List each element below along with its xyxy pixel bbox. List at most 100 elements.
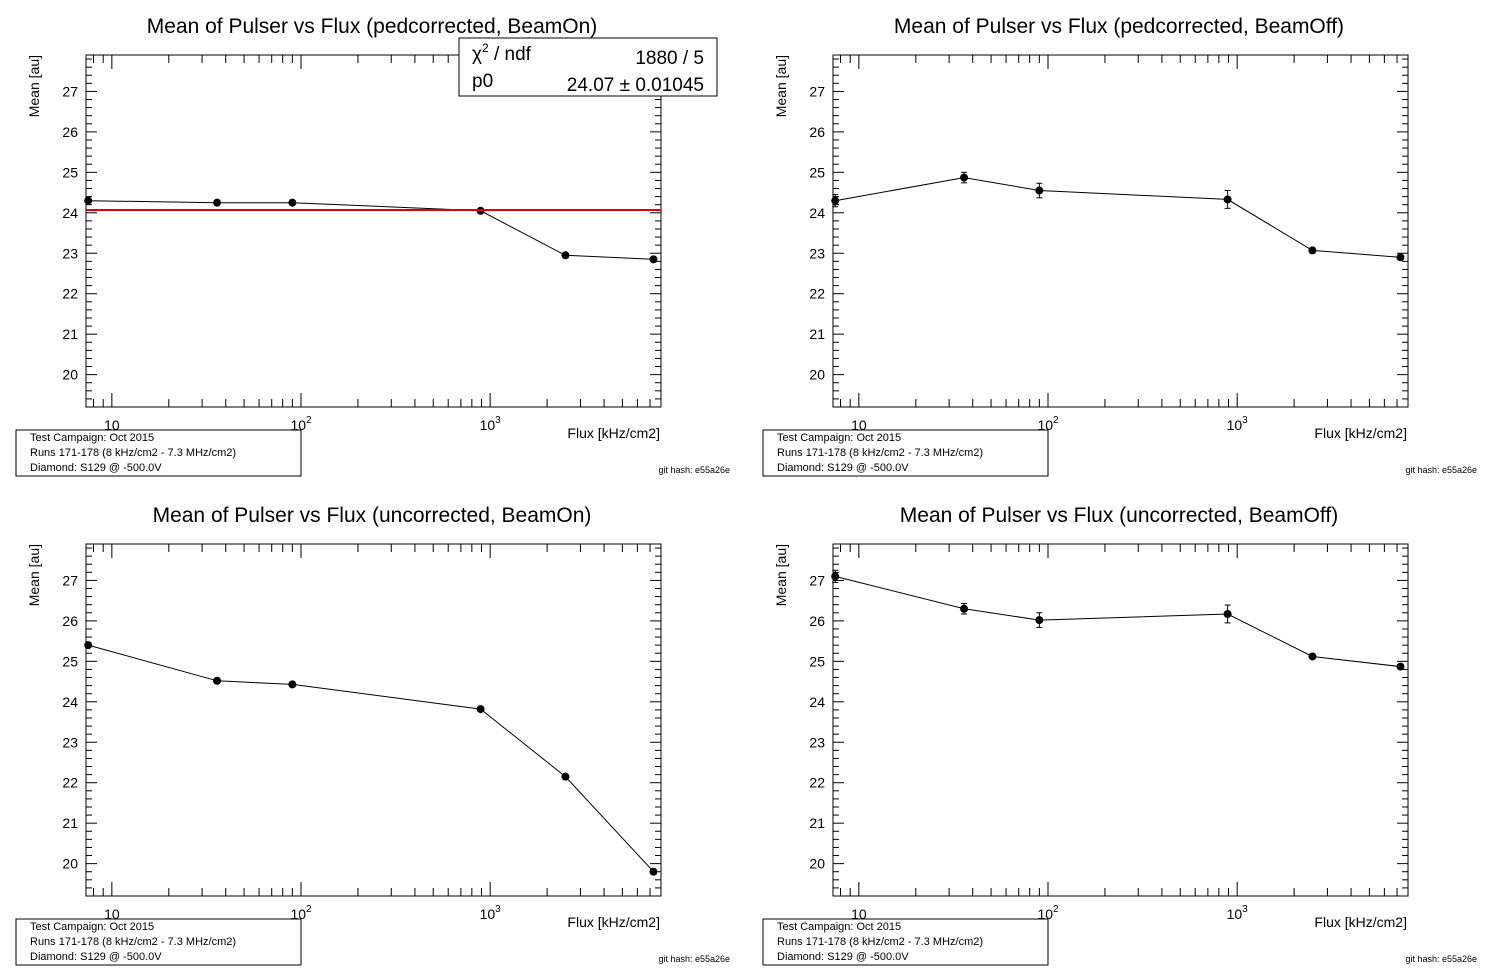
data-point <box>1396 662 1405 671</box>
info-line: Runs 171-178 (8 kHz/cm2 - 7.3 MHz/cm2) <box>777 936 983 948</box>
y-tick-label: 26 <box>62 613 78 629</box>
series-line <box>88 644 654 873</box>
x-tick-label: 10 <box>851 417 867 433</box>
y-tick-label: 22 <box>62 286 78 302</box>
data-point <box>1308 246 1317 255</box>
y-tick-label: 21 <box>809 815 825 831</box>
y-tick-label: 21 <box>62 326 78 342</box>
info-box <box>15 918 302 966</box>
y-axis-label: Mean [au] <box>773 55 789 117</box>
chart-panel-2: Mean of Pulser vs Flux (pedcorrected, Be… <box>762 15 1477 477</box>
info-line: Runs 171-178 (8 kHz/cm2 - 7.3 MHz/cm2) <box>777 447 983 459</box>
y-tick-label: 20 <box>809 856 825 872</box>
data-point <box>831 572 840 581</box>
x-tick-label: 103 <box>1227 415 1249 433</box>
fit-stats-box <box>458 37 718 97</box>
x-tick-label: 103 <box>1227 904 1249 922</box>
y-axis-label: Mean [au] <box>773 544 789 606</box>
data-point <box>84 641 93 650</box>
y-tick-label: 21 <box>809 326 825 342</box>
y-tick-label: 27 <box>62 83 78 99</box>
data-point <box>831 196 840 205</box>
y-tick-label: 24 <box>809 205 825 221</box>
y-tick-label: 25 <box>62 653 78 669</box>
x-tick-label: 103 <box>480 904 502 922</box>
info-line: Test Campaign: Oct 2015 <box>30 921 154 933</box>
x-tick-label: 10 <box>104 417 120 433</box>
data-point <box>960 604 969 613</box>
plot-frame <box>85 54 662 408</box>
data-point <box>288 198 297 207</box>
chart-panel-3: Mean of Pulser vs Flux (uncorrected, Bea… <box>15 504 730 966</box>
y-axis-label: Mean [au] <box>26 55 42 117</box>
git-hash: git hash: e55a26e <box>658 465 730 475</box>
y-tick-label: 21 <box>62 815 78 831</box>
y-tick-label: 26 <box>809 124 825 140</box>
chart-title: Mean of Pulser vs Flux (uncorrected, Bea… <box>153 504 592 527</box>
info-line: Test Campaign: Oct 2015 <box>777 921 901 933</box>
y-tick-label: 20 <box>809 367 825 383</box>
series-line <box>835 177 1401 258</box>
chart-panel-4: Mean of Pulser vs Flux (uncorrected, Bea… <box>762 504 1477 966</box>
y-tick-label: 20 <box>62 856 78 872</box>
data-point <box>1035 186 1044 195</box>
y-tick-label: 24 <box>62 694 78 710</box>
x-tick-label: 102 <box>1037 415 1059 433</box>
x-tick-label: 10 <box>104 906 120 922</box>
y-tick-label: 27 <box>809 572 825 588</box>
plot-frame <box>85 543 662 897</box>
info-line: Diamond: S129 @ -500.0V <box>777 462 909 474</box>
chart-panel-1: Mean of Pulser vs Flux (pedcorrected, Be… <box>15 15 730 477</box>
chart-title: Mean of Pulser vs Flux (pedcorrected, Be… <box>147 15 598 38</box>
info-line: Runs 171-178 (8 kHz/cm2 - 7.3 MHz/cm2) <box>30 447 236 459</box>
data-point <box>213 198 222 207</box>
y-tick-label: 25 <box>809 164 825 180</box>
fit-stat-label: p0 <box>472 71 493 92</box>
y-tick-label: 22 <box>62 775 78 791</box>
data-point <box>84 196 93 205</box>
y-tick-label: 23 <box>809 734 825 750</box>
info-line: Diamond: S129 @ -500.0V <box>30 462 162 474</box>
y-tick-label: 22 <box>809 775 825 791</box>
chart-title: Mean of Pulser vs Flux (pedcorrected, Be… <box>894 15 1344 38</box>
y-tick-label: 26 <box>62 124 78 140</box>
data-point <box>649 867 658 876</box>
fit-stat-value: 24.07 ± 0.01045 <box>567 75 704 96</box>
y-axis-label: Mean [au] <box>26 544 42 606</box>
data-point <box>476 705 485 714</box>
series-line <box>88 200 654 260</box>
x-tick-label: 10 <box>851 906 867 922</box>
data-point <box>649 255 658 264</box>
data-point <box>213 676 222 685</box>
y-tick-label: 27 <box>809 83 825 99</box>
data-point <box>288 680 297 689</box>
x-axis-label: Flux [kHz/cm2] <box>567 425 660 441</box>
chart-title: Mean of Pulser vs Flux (uncorrected, Bea… <box>900 504 1338 527</box>
info-line: Diamond: S129 @ -500.0V <box>30 951 162 963</box>
git-hash: git hash: e55a26e <box>658 954 730 964</box>
fit-stat-label: χ2 / ndf <box>472 41 532 65</box>
x-axis-label: Flux [kHz/cm2] <box>1314 425 1407 441</box>
fit-stat-value: 1880 / 5 <box>635 48 704 69</box>
info-line: Test Campaign: Oct 2015 <box>30 432 154 444</box>
y-tick-label: 23 <box>62 245 78 261</box>
data-point <box>561 251 570 260</box>
y-tick-label: 25 <box>809 653 825 669</box>
info-box <box>762 429 1049 477</box>
y-tick-label: 26 <box>809 613 825 629</box>
y-tick-label: 22 <box>809 286 825 302</box>
x-tick-label: 102 <box>290 415 312 433</box>
info-box <box>15 429 302 477</box>
y-tick-label: 20 <box>62 367 78 383</box>
data-point <box>960 173 969 182</box>
git-hash: git hash: e55a26e <box>1405 465 1477 475</box>
data-point <box>1396 253 1405 262</box>
data-point <box>1035 616 1044 625</box>
y-tick-label: 23 <box>809 245 825 261</box>
info-line: Diamond: S129 @ -500.0V <box>777 951 909 963</box>
data-point <box>561 772 570 781</box>
info-box <box>762 918 1049 966</box>
x-axis-label: Flux [kHz/cm2] <box>1314 914 1407 930</box>
y-tick-label: 23 <box>62 734 78 750</box>
y-tick-label: 24 <box>62 205 78 221</box>
